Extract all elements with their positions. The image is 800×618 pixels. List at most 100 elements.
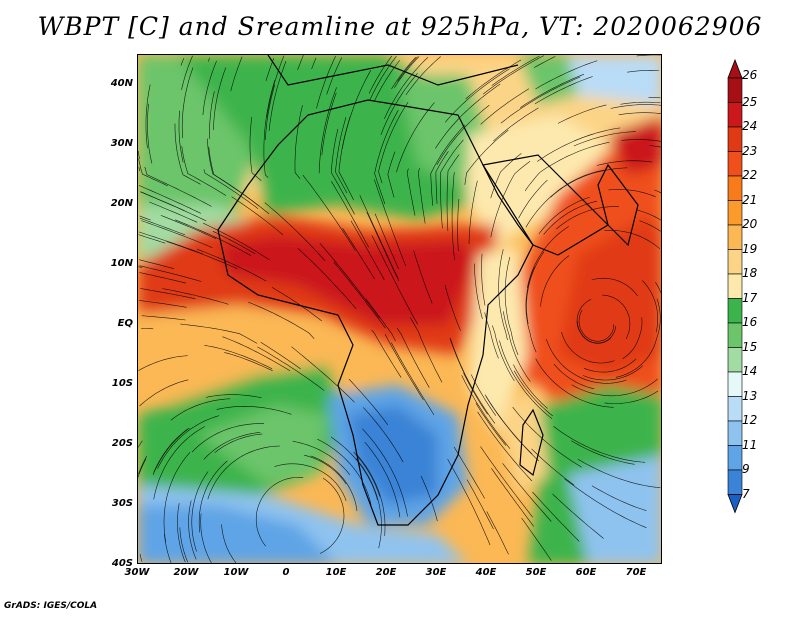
streamline: [546, 338, 627, 384]
streamline: [138, 231, 204, 255]
streamline: [216, 405, 292, 415]
streamline: [202, 60, 217, 116]
streamline: [512, 406, 582, 468]
colorbar-label: 19: [742, 241, 758, 256]
streamline: [170, 398, 231, 421]
streamline: [483, 55, 545, 95]
lon-label-70e: 70E: [625, 567, 647, 578]
streamline: [571, 440, 635, 465]
streamline: [292, 440, 351, 476]
colorbar: [727, 58, 743, 514]
streamline: [213, 67, 227, 131]
colorbar-segment: [727, 77, 743, 103]
streamline: [310, 455, 358, 512]
streamline: [263, 80, 276, 178]
streamline: [435, 151, 449, 204]
streamline: [525, 266, 537, 353]
streamline: [527, 226, 569, 288]
streamline: [446, 154, 460, 232]
streamline: [445, 68, 510, 123]
lon-label-50e: 50E: [525, 567, 547, 578]
streamline: [203, 432, 261, 460]
streamline: [475, 403, 507, 446]
streamline: [636, 55, 661, 57]
streamline: [265, 84, 276, 140]
lon-label-60e: 60E: [575, 567, 597, 578]
streamline-layer: [138, 55, 661, 563]
streamline: [356, 454, 386, 536]
streamline: [583, 358, 637, 373]
streamline: [502, 463, 552, 522]
streamline: [139, 379, 189, 407]
streamline: [207, 445, 280, 500]
streamline: [368, 55, 393, 94]
lon-label-30e: 30E: [425, 567, 447, 578]
streamline: [604, 390, 659, 404]
colorbar-label: 24: [742, 119, 758, 133]
streamline: [255, 477, 304, 547]
streamline: [249, 117, 262, 181]
streamline: [627, 69, 660, 73]
streamline: [447, 458, 491, 546]
streamline: [435, 83, 501, 149]
streamline: [436, 104, 490, 166]
streamline: [348, 378, 388, 425]
streamline: [147, 103, 153, 164]
streamline: [181, 67, 194, 139]
lat-label-40s: 40S: [111, 558, 133, 569]
streamline: [374, 213, 399, 270]
colorbar-label: 25: [742, 94, 758, 109]
streamline: [342, 228, 375, 280]
streamline: [138, 266, 143, 268]
streamline: [500, 76, 581, 124]
colorbar-label: 14: [742, 364, 758, 378]
colorbar-segment: [727, 200, 743, 226]
streamline: [138, 440, 143, 448]
streamline: [318, 87, 337, 174]
lon-label-10w: 10W: [223, 567, 249, 578]
lon-label-10e: 10E: [325, 567, 347, 578]
streamline: [642, 280, 658, 333]
streamline: [466, 479, 494, 530]
streamline: [513, 370, 553, 417]
streamline: [294, 105, 303, 179]
streamline: [179, 527, 189, 563]
streamline: [417, 168, 426, 224]
colorbar-label: 11: [742, 437, 758, 452]
colorbar-label: 22: [742, 168, 758, 182]
streamline: [373, 179, 406, 267]
colorbar-segment: [727, 298, 743, 324]
streamline: [198, 460, 228, 533]
streamline: [556, 206, 619, 230]
streamline: [477, 411, 533, 482]
streamline: [362, 407, 404, 463]
streamline: [571, 378, 658, 397]
streamline: [205, 394, 262, 398]
map-panel: [137, 54, 662, 564]
colorbar-segment: [727, 371, 743, 397]
streamline: [604, 230, 661, 250]
streamline: [532, 491, 580, 542]
streamline: [163, 452, 191, 542]
streamline: [550, 167, 628, 198]
colorbar-segment: [727, 224, 743, 250]
streamline: [553, 425, 646, 463]
streamline: [552, 493, 604, 539]
streamline: [654, 189, 661, 194]
streamline: [608, 189, 656, 197]
streamline: [196, 248, 267, 282]
streamline: [353, 451, 380, 497]
streamline: [540, 255, 570, 307]
colorbar-segment: [727, 322, 743, 348]
streamline: [149, 201, 198, 223]
streamline: [333, 261, 386, 329]
colorbar-label: 7: [742, 486, 750, 501]
colorbar-label: 26: [742, 68, 758, 82]
streamline: [335, 117, 348, 194]
lon-label-40e: 40E: [475, 567, 497, 578]
streamline: [526, 251, 545, 324]
streamline: [304, 454, 347, 485]
streamline: [622, 317, 643, 360]
streamline: [297, 248, 357, 309]
streamline: [655, 282, 661, 294]
